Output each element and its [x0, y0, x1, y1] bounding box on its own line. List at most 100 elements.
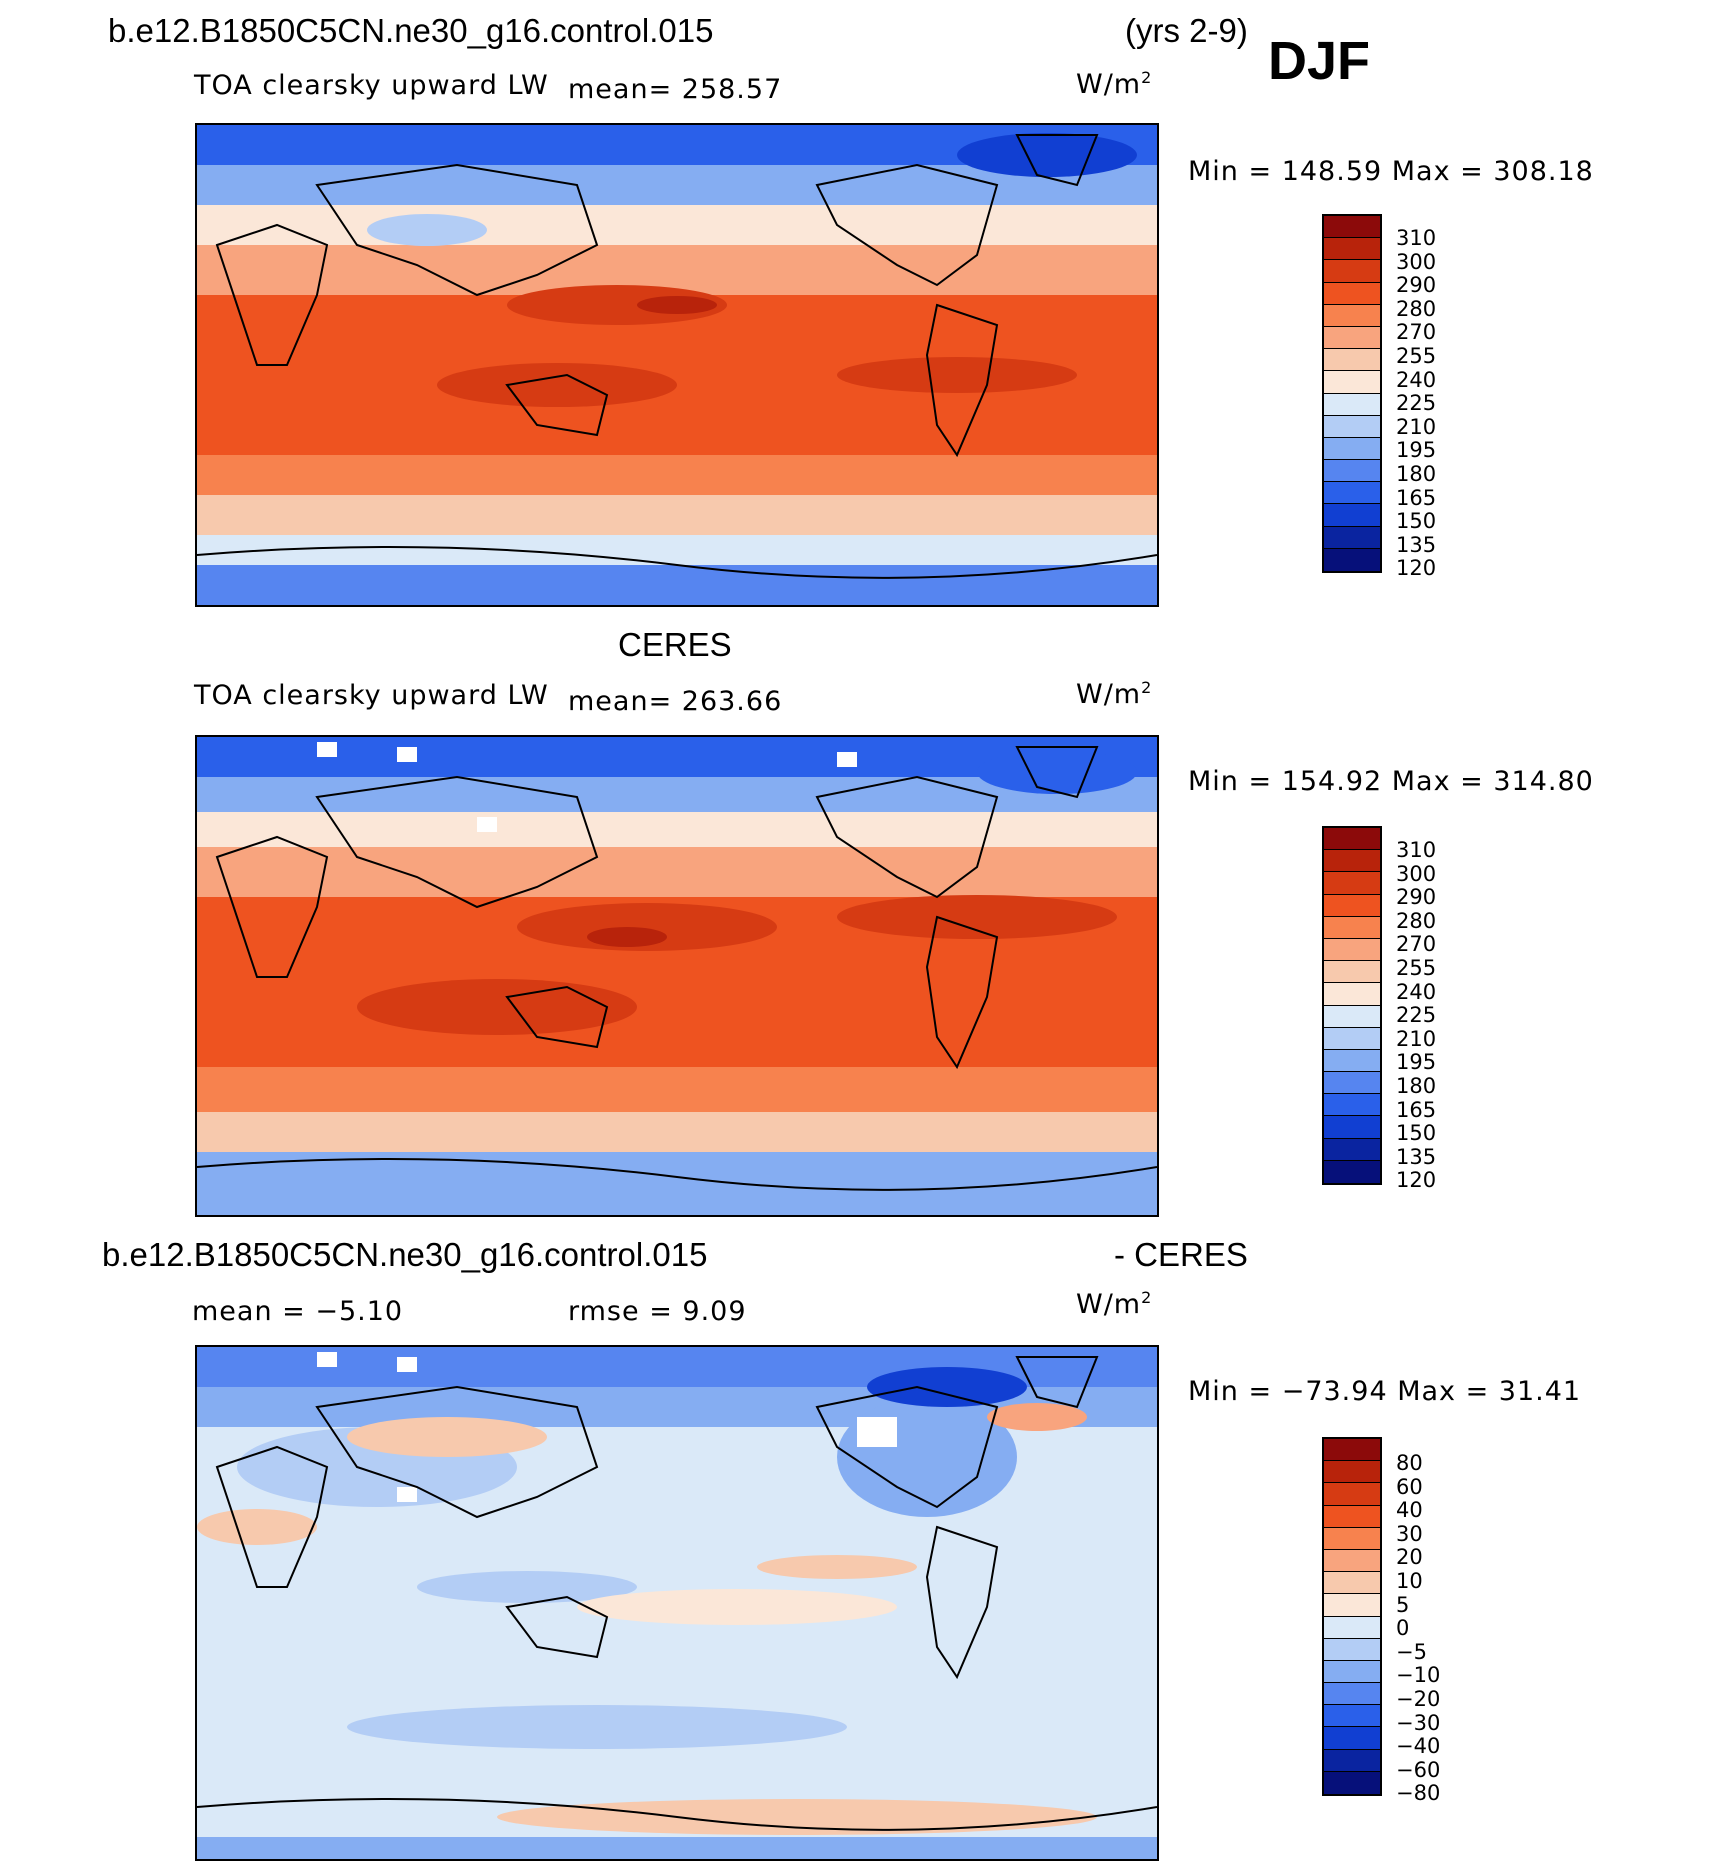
cb3-box — [1324, 1594, 1380, 1617]
panel3-rmse: rmse = 9.09 — [568, 1296, 747, 1327]
cb2-box — [1324, 1160, 1380, 1183]
panel2-variable: TOA clearsky upward LW — [194, 680, 549, 711]
cb2-box — [1324, 1049, 1380, 1073]
panel2-range: Min = 154.92 Max = 314.80 — [1188, 766, 1594, 797]
cb1-box — [1324, 548, 1380, 571]
cb1-label: 165 — [1396, 485, 1437, 510]
cb2-box — [1324, 983, 1380, 1006]
cb1-box — [1324, 260, 1380, 283]
cb1-label: 255 — [1396, 344, 1437, 368]
cb3-box — [1324, 1660, 1380, 1684]
cb2-label: 165 — [1396, 1097, 1437, 1122]
ceres-map-field — [197, 737, 1157, 1215]
cb3-label: 20 — [1396, 1545, 1423, 1570]
cb2-label: 150 — [1396, 1121, 1437, 1146]
cb3-box — [1324, 1771, 1380, 1794]
cb3-label: −5 — [1396, 1639, 1427, 1664]
cb1-box — [1324, 526, 1380, 549]
cb2-label: 180 — [1396, 1074, 1437, 1098]
cb2-label: 135 — [1396, 1144, 1437, 1169]
cb2-label: 120 — [1396, 1168, 1437, 1193]
panel1-units: W/m2 — [1076, 68, 1153, 100]
cb1-label: 135 — [1396, 532, 1437, 557]
cb1-box — [1324, 282, 1380, 305]
cb1-box — [1324, 482, 1380, 505]
years-label: (yrs 2-9) — [1125, 12, 1248, 49]
cb2-box — [1324, 1027, 1380, 1050]
season-label: DJF — [1268, 31, 1371, 91]
cb1-label: 290 — [1396, 273, 1437, 298]
cb3-box — [1324, 1483, 1380, 1506]
cb2-box — [1324, 1094, 1380, 1117]
cb3-box — [1324, 1549, 1380, 1573]
cb3-box — [1324, 1749, 1380, 1772]
cb2-label: 195 — [1396, 1050, 1437, 1075]
cb3-label: 80 — [1396, 1451, 1423, 1475]
cb2-box — [1324, 961, 1380, 984]
cb2-box — [1324, 1005, 1380, 1028]
panel1-range: Min = 148.59 Max = 308.18 — [1188, 156, 1594, 187]
ceres-map — [195, 735, 1159, 1217]
cb3-label: −20 — [1396, 1687, 1441, 1711]
cb2-label: 225 — [1396, 1003, 1437, 1028]
cb2-label: 255 — [1396, 956, 1437, 980]
cb3-label: −40 — [1396, 1734, 1441, 1759]
cb1-box — [1324, 371, 1380, 394]
cb1-label: 240 — [1396, 367, 1437, 392]
cb1-label: 270 — [1396, 320, 1437, 345]
panel3-title-left: b.e12.B1850C5CN.ne30_g16.control.015 — [102, 1236, 708, 1273]
cb3-label: 30 — [1396, 1521, 1423, 1546]
cb3-label: 60 — [1396, 1474, 1423, 1499]
model-map-field — [197, 125, 1157, 605]
cb1-box — [1324, 415, 1380, 438]
cb1-box — [1324, 393, 1380, 416]
panel2-units: W/m2 — [1076, 678, 1153, 710]
cb1-box — [1324, 216, 1380, 239]
cb2-label: 310 — [1396, 838, 1437, 862]
cb2-label: 210 — [1396, 1026, 1437, 1051]
cb3-label: 40 — [1396, 1498, 1423, 1523]
cb1-box — [1324, 326, 1380, 350]
cb1-label: 280 — [1396, 296, 1437, 321]
cb1-box — [1324, 437, 1380, 461]
cb2-label: 290 — [1396, 885, 1437, 910]
cb2-box — [1324, 1138, 1380, 1161]
cb2-box — [1324, 828, 1380, 851]
cb1-label: 310 — [1396, 226, 1437, 250]
cb3-box — [1324, 1572, 1380, 1595]
panel1-variable: TOA clearsky upward LW — [194, 70, 549, 101]
cb3-label: 0 — [1396, 1616, 1410, 1641]
cb2-label: 280 — [1396, 908, 1437, 933]
cb2-label: 300 — [1396, 861, 1437, 886]
cb3-label: 10 — [1396, 1569, 1423, 1593]
panel2-title: CERES — [618, 626, 732, 663]
cb1-label: 225 — [1396, 391, 1437, 416]
cb2-box — [1324, 1116, 1380, 1139]
cb1-box — [1324, 460, 1380, 483]
cb3-label: −30 — [1396, 1710, 1441, 1735]
cb2-box — [1324, 916, 1380, 939]
panel2-colorbar — [1322, 826, 1382, 1185]
panel2-mean: mean= 263.66 — [568, 686, 783, 717]
cb2-label: 270 — [1396, 932, 1437, 957]
panel3-title-right: - CERES — [1114, 1236, 1248, 1273]
cb3-box — [1324, 1505, 1380, 1528]
cb3-box — [1324, 1727, 1380, 1750]
cb2-box — [1324, 872, 1380, 895]
panel1-colorbar — [1322, 214, 1382, 573]
cb3-box — [1324, 1683, 1380, 1706]
difference-map-field — [197, 1347, 1157, 1859]
cb3-box — [1324, 1461, 1380, 1484]
cb3-box — [1324, 1616, 1380, 1639]
panel3-mean: mean = −5.10 — [192, 1296, 404, 1327]
cb2-box — [1324, 938, 1380, 962]
cb1-label: 180 — [1396, 462, 1437, 486]
model-map — [195, 123, 1159, 607]
cb1-label: 150 — [1396, 509, 1437, 534]
cb1-label: 300 — [1396, 249, 1437, 274]
cb3-box — [1324, 1705, 1380, 1728]
cb1-label: 120 — [1396, 556, 1437, 581]
cb3-label: −60 — [1396, 1757, 1441, 1782]
panel3-range: Min = −73.94 Max = 31.41 — [1188, 1376, 1582, 1407]
cb1-box — [1324, 238, 1380, 261]
